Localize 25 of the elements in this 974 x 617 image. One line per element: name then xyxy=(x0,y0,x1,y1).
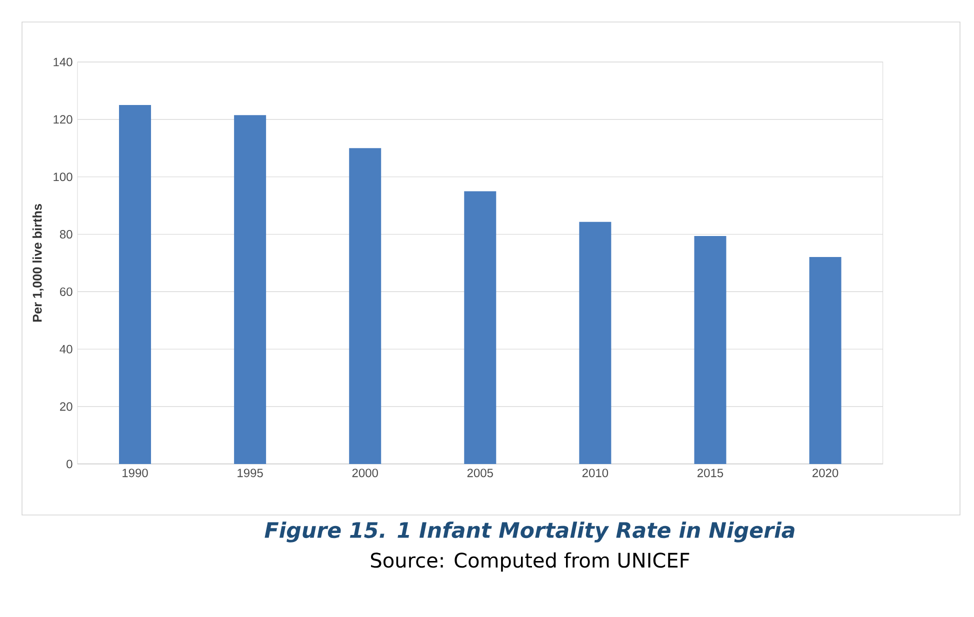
x-tick-label: 2010 xyxy=(582,468,608,478)
bar xyxy=(694,236,726,464)
y-tick-label: 60 xyxy=(60,287,72,296)
bar xyxy=(809,256,842,464)
y-tick-label: 80 xyxy=(60,230,72,239)
y-tick-label: 40 xyxy=(60,344,72,354)
y-tick-label: 100 xyxy=(54,172,72,182)
bar xyxy=(464,191,496,464)
bar xyxy=(119,105,152,464)
source-note: Source: Computed from UNICEF xyxy=(370,552,690,572)
x-tick-label: 2020 xyxy=(812,468,838,478)
x-tick-label: 2005 xyxy=(467,468,493,478)
y-tick-label: 140 xyxy=(54,58,72,66)
y-tick-label: 20 xyxy=(60,402,72,411)
bar xyxy=(234,115,266,464)
x-tick-label: 2015 xyxy=(698,468,724,478)
x-tick-label: 1995 xyxy=(238,468,263,478)
y-axis-title: Per 1,000 live births xyxy=(32,204,44,322)
x-tick-label: 1990 xyxy=(122,468,148,478)
bar xyxy=(349,148,382,464)
y-tick-label: 120 xyxy=(54,115,72,124)
bar xyxy=(579,222,612,464)
text: Figure 15. 1 Infant Mortality Rate in Nigeria xyxy=(264,522,794,542)
x-tick-label: 2000 xyxy=(352,468,378,478)
y-tick-label: 0 xyxy=(66,460,72,468)
